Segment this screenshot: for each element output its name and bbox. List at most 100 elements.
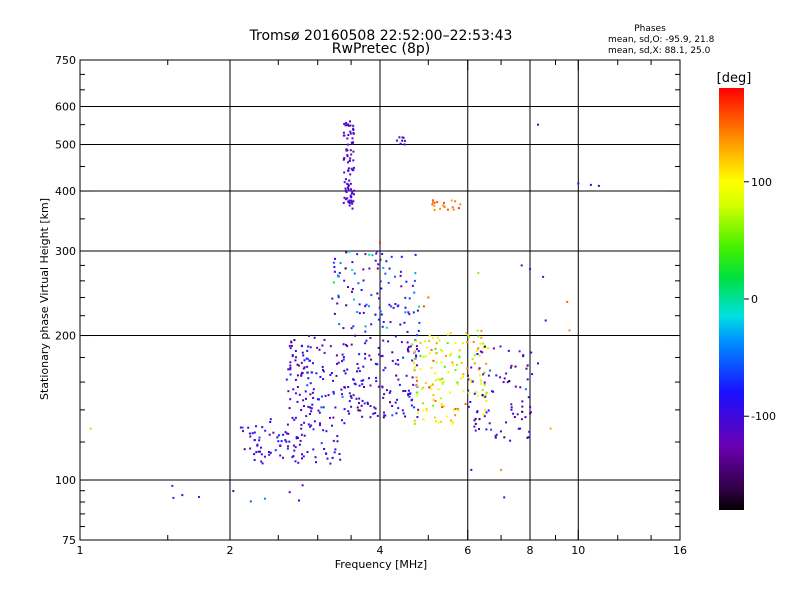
scatter-point xyxy=(325,452,328,455)
scatter-point xyxy=(352,141,355,144)
scatter-point xyxy=(417,411,419,414)
scatter-point xyxy=(352,200,355,203)
scatter-point xyxy=(357,409,360,412)
scatter-point xyxy=(375,380,378,383)
scatter-point xyxy=(489,369,492,372)
x-axis-tick-labels: 1 2 4 6 8 10 16 xyxy=(77,544,688,557)
x-tick-label: 16 xyxy=(673,544,687,557)
scatter-point xyxy=(339,262,342,265)
scatter-point xyxy=(377,385,380,388)
scatter-point xyxy=(336,435,339,438)
x-tick-label: 10 xyxy=(571,544,585,557)
scatter-point xyxy=(495,433,498,436)
scatter-point xyxy=(343,122,346,125)
scatter-point xyxy=(521,410,524,413)
scatter-point xyxy=(198,496,200,498)
scatter-point xyxy=(301,457,303,460)
scatter-point xyxy=(492,347,495,350)
scatter-point xyxy=(430,388,433,391)
scatter-point xyxy=(251,432,254,435)
scatter-point xyxy=(431,203,434,206)
scatter-point xyxy=(369,416,372,419)
scatter-point xyxy=(355,397,358,400)
scatter-point xyxy=(286,447,289,450)
scatter-point xyxy=(321,365,324,368)
scatter-point xyxy=(291,355,294,358)
scatter-point xyxy=(269,451,272,454)
scatter-point xyxy=(412,383,415,386)
scatter-point xyxy=(425,355,428,358)
scatter-point xyxy=(340,388,343,391)
scatter-point xyxy=(334,406,337,409)
scatter-point xyxy=(524,416,527,419)
scatter-point xyxy=(410,399,413,402)
scatter-point xyxy=(293,444,295,447)
scatter-point xyxy=(336,362,338,365)
scatter-point xyxy=(343,157,346,160)
scatter-point xyxy=(401,136,404,139)
scatter-point xyxy=(432,394,435,397)
scatter-point xyxy=(253,439,256,441)
scatter-point xyxy=(442,204,445,207)
scatter-point xyxy=(301,351,304,354)
scatter-point xyxy=(360,379,363,382)
scatter-point xyxy=(443,205,446,208)
scatter-point xyxy=(404,311,407,314)
scatter-point xyxy=(549,427,552,430)
scatter-point xyxy=(428,352,431,355)
scatter-point xyxy=(342,134,345,137)
scatter-point xyxy=(417,408,420,411)
scatter-point xyxy=(306,365,309,368)
scatter-point xyxy=(342,201,345,204)
scatter-point xyxy=(464,403,467,405)
scatter-point xyxy=(479,350,482,353)
scatter-point xyxy=(404,296,407,299)
scatter-point xyxy=(260,446,262,449)
scatter-point xyxy=(494,436,497,439)
scatter-point xyxy=(350,199,353,202)
scatter-point xyxy=(368,354,371,357)
scatter-point xyxy=(457,407,459,410)
scatter-point xyxy=(348,392,351,395)
scatter-point xyxy=(288,440,291,443)
scatter-point xyxy=(342,356,345,359)
scatter-point xyxy=(259,450,261,453)
scatter-point xyxy=(364,330,367,333)
scatter-point xyxy=(342,131,345,134)
scatter-point xyxy=(319,422,321,425)
scatter-point xyxy=(307,377,310,380)
scatter-point xyxy=(289,347,292,350)
scatter-point xyxy=(388,391,391,394)
scatter-point xyxy=(408,297,411,300)
scatter-point xyxy=(242,430,244,433)
scatter-point xyxy=(467,391,470,394)
scatter-point xyxy=(294,350,297,352)
scatter-point xyxy=(521,405,524,408)
scatter-point xyxy=(302,455,305,458)
scatter-point xyxy=(287,368,290,371)
scatter-point xyxy=(483,371,486,374)
scatter-point xyxy=(467,334,470,337)
scatter-point xyxy=(296,400,299,403)
scatter-point xyxy=(364,325,367,328)
scatter-point xyxy=(508,380,511,383)
scatter-point xyxy=(503,436,506,439)
scatter-point xyxy=(406,330,409,333)
scatter-point xyxy=(374,407,377,410)
scatter-point xyxy=(239,426,242,429)
scatter-point xyxy=(349,149,352,152)
scatter-point xyxy=(312,388,315,391)
phase-stats-o: mean, sd,O: -95.9, 21.8 xyxy=(608,35,715,45)
scatter-point xyxy=(577,182,580,185)
scatter-point xyxy=(284,431,287,434)
scatter-point xyxy=(352,129,355,131)
scatter-point xyxy=(300,409,303,411)
scatter-point xyxy=(451,421,454,423)
scatter-point xyxy=(293,449,296,452)
scatter-point xyxy=(514,385,517,388)
scatter-point xyxy=(509,366,512,369)
scatter-point xyxy=(436,201,439,204)
scatter-point xyxy=(306,349,309,352)
scatter-point xyxy=(452,408,455,411)
phase-stats-x: mean, sd,X: 88.1, 25.0 xyxy=(608,46,711,56)
